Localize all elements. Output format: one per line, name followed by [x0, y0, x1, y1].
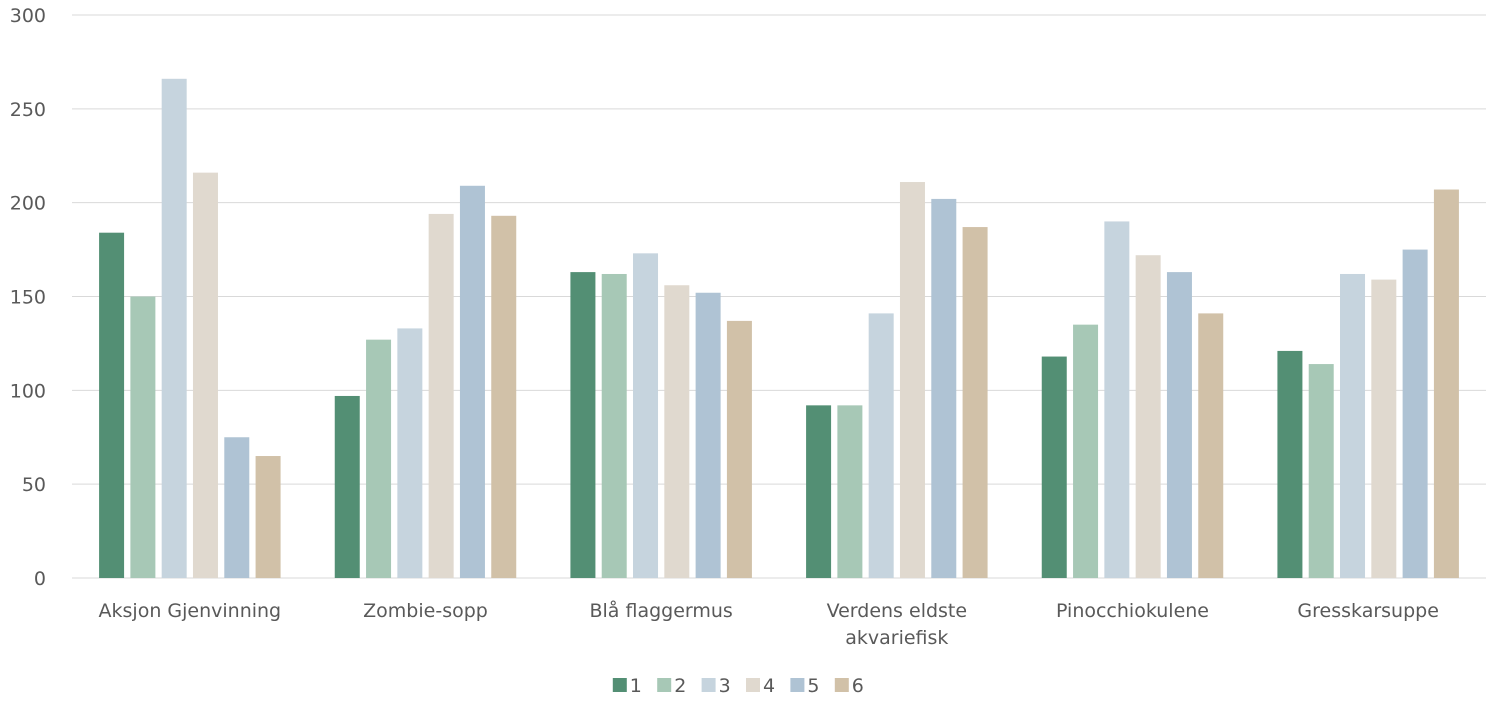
bar-series-5-cat-3 — [931, 198, 957, 578]
x-category-label: Verdens eldste — [827, 600, 968, 622]
x-category-label: Zombie-sopp — [363, 600, 488, 622]
bar-series-5-cat-4 — [1166, 272, 1192, 578]
x-category-label: Pinocchiokulene — [1056, 600, 1209, 622]
bar-series-4-cat-5 — [1371, 279, 1397, 578]
bar-series-4-cat-4 — [1135, 255, 1161, 579]
bar-series-6-cat-5 — [1433, 189, 1459, 578]
legend-swatch — [612, 678, 627, 692]
legend-swatch — [701, 678, 716, 692]
bar-series-5-cat-2 — [695, 292, 721, 578]
y-tick-label: 100 — [10, 380, 46, 402]
y-tick-label: 200 — [10, 193, 46, 215]
legend-label: 4 — [763, 675, 775, 697]
bar-series-4-cat-0 — [192, 172, 218, 578]
bar-series-2-cat-2 — [601, 273, 627, 578]
legend-label: 6 — [852, 675, 864, 697]
bar-series-2-cat-4 — [1073, 324, 1099, 578]
y-axis-ticks: 0 50 100 150 200 250 300 — [10, 5, 46, 590]
bar-series-4-cat-1 — [428, 213, 454, 578]
bar-series-1-cat-4 — [1041, 356, 1067, 578]
x-category-label: akvariefisk — [845, 627, 948, 649]
gridlines — [72, 14, 1486, 579]
bar-series-1-cat-1 — [334, 395, 360, 578]
bar-series-3-cat-5 — [1340, 273, 1366, 578]
bar-series-6-cat-1 — [491, 215, 517, 578]
legend-item-6: 6 — [834, 675, 864, 697]
legend-swatch — [657, 678, 672, 692]
legend-item-1: 1 — [612, 675, 642, 697]
legend-item-2: 2 — [657, 675, 686, 697]
legend-label: 2 — [674, 675, 686, 697]
y-tick-label: 250 — [10, 99, 46, 121]
legend-swatch — [746, 678, 760, 692]
bar-series-4-cat-3 — [899, 182, 925, 579]
bar-series-4-cat-2 — [664, 285, 690, 578]
bar-series-2-cat-0 — [130, 296, 156, 578]
bar-series-6-cat-3 — [962, 227, 988, 578]
bar-series-5-cat-0 — [224, 437, 250, 578]
x-axis-labels: Aksjon Gjenvinning Zombie-sopp Blå flagger… — [99, 599, 1439, 649]
bar-series-1-cat-2 — [570, 272, 596, 578]
bar-series-2-cat-5 — [1308, 364, 1334, 578]
bar-series-3-cat-0 — [161, 78, 187, 578]
bar-series-3-cat-4 — [1104, 221, 1130, 578]
bar-series-6-cat-0 — [255, 456, 281, 578]
x-category-label: Gresskarsuppe — [1297, 600, 1438, 622]
y-tick-label: 0 — [34, 568, 46, 590]
legend: 1 2 3 4 5 6 — [612, 675, 864, 697]
legend-item-4: 4 — [746, 675, 775, 697]
bar-series-6-cat-2 — [726, 320, 752, 578]
legend-item-3: 3 — [701, 675, 731, 697]
bar-series-1-cat-0 — [99, 232, 125, 578]
legend-swatch — [834, 678, 849, 692]
bar-series-5-cat-1 — [459, 185, 485, 578]
legend-label: 5 — [807, 675, 819, 697]
legend-label: 3 — [719, 675, 731, 697]
bar-series-2-cat-3 — [837, 405, 863, 578]
bars — [99, 78, 1459, 579]
x-category-label: Blå flaggermus — [589, 599, 732, 622]
x-category-label: Aksjon Gjenvinning — [99, 600, 282, 622]
legend-item-5: 5 — [790, 675, 819, 697]
bar-series-1-cat-5 — [1277, 350, 1303, 578]
legend-label: 1 — [630, 675, 642, 697]
y-tick-label: 150 — [10, 287, 46, 309]
bar-series-5-cat-5 — [1402, 249, 1428, 579]
bar-series-3-cat-2 — [633, 253, 659, 578]
y-tick-label: 300 — [10, 5, 46, 27]
y-tick-label: 50 — [22, 474, 46, 496]
bar-series-3-cat-3 — [868, 313, 894, 578]
bar-series-6-cat-4 — [1198, 313, 1224, 578]
bar-series-2-cat-1 — [366, 339, 392, 578]
bar-series-3-cat-1 — [397, 328, 423, 578]
legend-swatch — [790, 678, 805, 692]
bar-series-1-cat-3 — [806, 405, 832, 578]
